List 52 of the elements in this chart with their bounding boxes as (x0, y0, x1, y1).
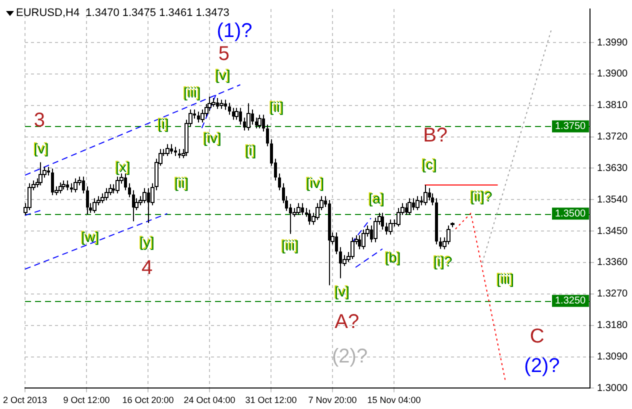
annotation: [v] (32, 140, 48, 156)
annotation: [c] (422, 156, 437, 172)
ref-line-label: 1.3500 (555, 208, 586, 220)
annotation: [iii] (496, 270, 514, 286)
ref-line-label: 1.3250 (555, 296, 586, 307)
annotation: [v] (214, 66, 230, 82)
annotation: [x] (114, 158, 130, 174)
y-tick-label: 1.3900 (597, 68, 628, 80)
y-tick-label: 1.3000 (597, 382, 628, 394)
annotation: B? (423, 124, 448, 146)
x-tick-label: 9 Oct 12:00 (63, 395, 110, 406)
annotation: [i]? (432, 252, 452, 268)
y-tick-label: 1.3630 (597, 162, 628, 174)
annotation: [ii] (268, 98, 283, 114)
y-tick-label: 1.3270 (597, 288, 628, 300)
annotation: [y] (138, 232, 154, 249)
x-tick-label: 7 Nov 20:00 (308, 395, 357, 406)
annotation: [w] (80, 228, 98, 244)
annotation: [i] (158, 116, 169, 132)
x-tick-label: 31 Oct 12:00 (245, 395, 297, 406)
annotation: [iii] (280, 236, 298, 253)
x-tick-label: 24 Oct 04:00 (184, 395, 236, 406)
chart-title: EURUSD,H4 1.3470 1.3475 1.3461 1.3473 (16, 7, 230, 19)
annotation: 5 (218, 42, 230, 65)
y-tick-label: 1.3180 (597, 320, 628, 332)
x-tick-label: 15 Nov 04:00 (367, 395, 421, 406)
y-tick-label: 1.3720 (597, 132, 628, 143)
y-tick-label: 1.3540 (597, 194, 628, 206)
annotation: [iv] (305, 174, 324, 190)
annotation: (2)? (524, 355, 560, 378)
x-tick-label: 2 Oct 2013 (3, 395, 48, 406)
annotation: C (530, 326, 544, 348)
annotation: [v] (334, 282, 348, 299)
annotation: 3 (34, 110, 45, 132)
annotation: [iii] (184, 84, 201, 100)
annotation: (1)? (216, 20, 252, 42)
annotation: 4 (141, 256, 153, 279)
y-tick-label: 1.3990 (597, 37, 628, 48)
annotation: [a] (368, 190, 384, 206)
x-tick-label: 16 Oct 20:00 (122, 395, 174, 406)
annotation: [b] (384, 248, 400, 265)
annotation: [i] (244, 141, 256, 158)
y-tick-label: 1.3360 (597, 257, 628, 268)
ref-line-label: 1.3750 (555, 121, 586, 132)
annotation: A? (334, 311, 360, 334)
annotation: [ii]? (470, 187, 492, 204)
y-tick-label: 1.3810 (597, 100, 628, 112)
annotation: [iv] (202, 128, 220, 145)
annotation: [ii] (174, 174, 188, 190)
y-tick-label: 1.3090 (597, 352, 628, 363)
y-tick-label: 1.3450 (597, 226, 628, 237)
annotation: (2)? (332, 345, 368, 368)
